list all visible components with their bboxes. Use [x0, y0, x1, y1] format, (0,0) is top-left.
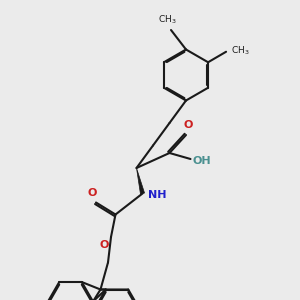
Polygon shape: [136, 168, 145, 194]
Text: CH$_3$: CH$_3$: [231, 44, 249, 56]
Text: NH: NH: [148, 190, 167, 200]
Text: O: O: [184, 121, 193, 130]
Text: O: O: [100, 240, 109, 250]
Text: OH: OH: [193, 155, 212, 166]
Text: CH$_3$: CH$_3$: [158, 14, 177, 26]
Text: O: O: [88, 188, 97, 198]
